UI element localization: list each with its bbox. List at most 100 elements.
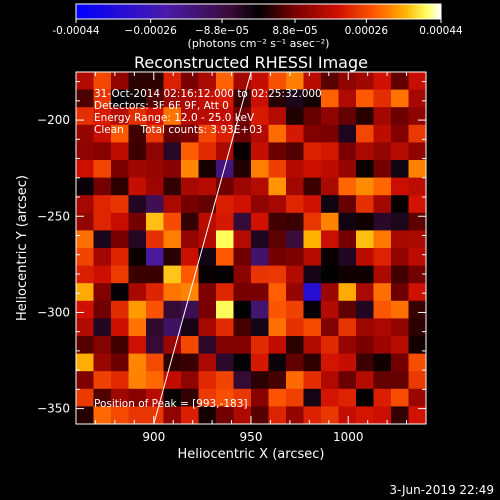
colorbar: -0.00044 −0.00026 −8.8e−05 8.8e−05 0.00026 0.… [52,3,463,50]
image-cell [408,177,426,196]
y-tick-label: −350 [37,402,70,416]
image-cell [216,230,234,249]
image-cell [128,353,147,372]
image-cell [286,89,304,108]
image-cell [93,248,112,267]
image-cell [111,353,129,372]
image-cell [251,265,269,284]
image-cell [286,124,304,143]
image-cell [303,107,322,126]
image-cell [321,353,339,372]
image-cell [408,353,426,372]
image-cell [251,142,269,161]
colorbar-tick-label: −0.00026 [125,25,178,37]
image-cell [303,283,322,302]
image-cell [146,89,164,108]
image-cell [111,265,129,284]
image-cell [198,388,217,407]
image-cell [251,107,269,126]
image-cell [111,406,129,424]
image-cell [408,124,426,143]
image-cell [321,230,339,249]
image-cell [356,107,374,126]
image-cell [391,142,409,161]
image-cell [373,160,392,179]
image-cell [391,160,409,179]
image-cell [286,283,304,302]
image-cell [216,283,234,302]
image-cell [111,212,129,231]
y-tick-label: −300 [37,305,70,319]
image-cell [321,318,339,337]
image-cell [373,406,392,424]
image-cell [268,300,287,319]
image-cell [251,283,269,302]
chart-title: Reconstructed RHESSI Image [134,53,368,72]
image-cell [321,142,339,161]
image-cell [338,283,357,302]
image-cell [198,107,217,126]
image-cell [146,177,164,196]
image-cell [251,300,269,319]
image-cell [111,336,129,355]
image-cell [93,283,112,302]
y-tick-label: −250 [37,209,70,223]
image-cell [111,89,129,108]
colorbar-units-label: (photons cm⁻² s⁻¹ asec⁻²) [188,37,330,50]
image-cell [338,195,357,214]
image-cell [198,283,217,302]
image-cell [111,318,129,337]
image-cell [181,248,199,267]
image-cell [338,318,357,337]
image-cell [268,160,287,179]
image-cell [216,248,234,267]
image-cell [76,177,94,196]
image-cell [286,72,304,91]
image-cell [303,318,322,337]
image-cell [321,406,339,424]
image-cell [321,177,339,196]
image-cell [216,318,234,337]
image-cell [286,107,304,126]
image-cell [76,336,94,355]
image-cell [391,212,409,231]
image-cell [216,142,234,161]
image-cell [356,265,374,284]
image-cell [111,371,129,390]
image-cell [356,406,374,424]
x-axis-label: Heliocentric X (arcsec) [178,447,325,462]
image-cell [163,212,182,231]
image-cell [356,89,374,108]
image-cell [128,336,147,355]
image-cell [391,230,409,249]
x-tick-label: 950 [240,430,263,444]
image-cell [181,107,199,126]
image-cell [268,124,287,143]
image-cell [268,195,287,214]
image-cell [373,212,392,231]
image-cell [303,89,322,108]
image-cell [181,406,199,424]
image-cell [198,336,217,355]
image-cell [391,177,409,196]
image-cell [146,160,164,179]
image-cell [303,371,322,390]
image-cell [181,177,199,196]
image-cell [268,212,287,231]
image-cell [286,265,304,284]
image-cell [216,124,234,143]
image-cell [181,124,199,143]
image-cell [233,353,252,372]
image-cell [251,318,269,337]
image-cell [93,353,112,372]
image-cell [408,371,426,390]
image-cell [356,300,374,319]
image-cell [268,371,287,390]
image-cell [251,388,269,407]
image-cell [338,388,357,407]
image-cell [286,388,304,407]
image-cell [338,142,357,161]
image-cell [356,248,374,267]
image-cell [76,406,94,424]
image-cell [338,248,357,267]
